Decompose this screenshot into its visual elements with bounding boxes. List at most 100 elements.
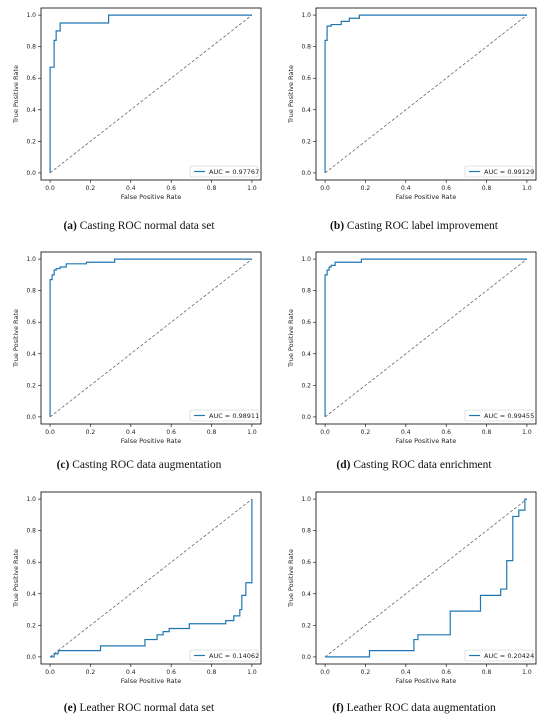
- x-tick-label: 0.0: [45, 429, 55, 436]
- y-tick-label: 0.2: [301, 382, 311, 389]
- x-tick-label: 0.4: [401, 429, 411, 436]
- y-axis-label: True Positive Rate: [12, 65, 20, 124]
- y-axis-label: True Positive Rate: [12, 309, 20, 368]
- y-tick-label: 0.0: [26, 654, 36, 661]
- y-tick-label: 0.6: [26, 559, 36, 566]
- roc-chart-d: 0.0 0.2 0.4 0.6 0.8 1.0 0.0 0.2 0.4 0.6 0.8 1.0 Fals…: [287, 251, 537, 445]
- x-tick-label: 0.6: [441, 185, 451, 192]
- chance-diagonal-line: [49, 14, 253, 174]
- axes-frame: [40, 491, 262, 665]
- x-tick-label: 0.8: [207, 185, 217, 192]
- x-tick-label: 0.4: [126, 669, 136, 676]
- y-axis-label: True Positive Rate: [287, 309, 295, 368]
- x-tick-label: 0.0: [320, 185, 330, 192]
- x-tick-label: 0.2: [86, 669, 96, 676]
- roc-curve: [49, 258, 252, 417]
- y-tick-label: 1.0: [301, 496, 311, 503]
- x-tick-label: 0.8: [207, 669, 217, 676]
- x-tick-label: 0.8: [482, 669, 492, 676]
- y-tick-label: 1.0: [26, 12, 36, 19]
- roc-chart-b: 0.0 0.2 0.4 0.6 0.8 1.0 0.0 0.2 0.4 0.6 0.8 1.0 Fals…: [287, 7, 537, 201]
- x-tick-label: 1.0: [247, 429, 257, 436]
- chance-diagonal-line: [49, 258, 253, 418]
- y-tick-label: 1.0: [26, 496, 36, 503]
- legend-label: AUC = 0.99129: [484, 168, 534, 176]
- legend-label: AUC = 0.20424: [484, 652, 534, 660]
- chance-diagonal-line: [324, 258, 528, 418]
- x-axis-label: False Positive Rate: [396, 437, 456, 445]
- axes-frame: [40, 251, 262, 425]
- chance-diagonal-line: [324, 498, 528, 658]
- legend-box: [464, 649, 534, 662]
- y-tick-label: 0.4: [301, 351, 311, 358]
- legend-label: AUC = 0.98911: [209, 412, 259, 420]
- chance-diagonal-line: [324, 14, 528, 174]
- panel-b: 0.0 0.2 0.4 0.6 0.8 1.0 0.0 0.2 0.4 0.6 0.8 1.0 Fals…: [280, 0, 550, 240]
- x-tick-label: 0.0: [320, 669, 330, 676]
- caption-a: (a) Casting ROC normal data set: [63, 220, 215, 232]
- roc-chart-e: 0.0 0.2 0.4 0.6 0.8 1.0 0.0 0.2 0.4 0.6 0.8 1.0 Fals…: [12, 491, 262, 685]
- y-tick-label: 0.8: [301, 288, 311, 295]
- y-tick-label: 0.2: [26, 138, 36, 145]
- x-tick-label: 0.4: [401, 185, 411, 192]
- roc-curve: [324, 14, 527, 173]
- x-tick-label: 0.4: [126, 429, 136, 436]
- x-tick-label: 0.6: [166, 429, 176, 436]
- x-tick-label: 0.0: [45, 185, 55, 192]
- y-tick-label: 0.4: [301, 591, 311, 598]
- y-tick-label: 0.6: [301, 559, 311, 566]
- axes-frame: [315, 251, 537, 425]
- y-tick-label: 1.0: [301, 256, 311, 263]
- y-tick-label: 0.4: [26, 351, 36, 358]
- x-tick-label: 0.0: [45, 669, 55, 676]
- legend-box: [464, 409, 534, 422]
- x-tick-label: 0.0: [320, 429, 330, 436]
- caption-b: (b) Casting ROC label improvement: [329, 220, 498, 232]
- y-axis-label: True Positive Rate: [287, 65, 295, 124]
- x-tick-label: 0.2: [361, 669, 371, 676]
- y-tick-label: 0.6: [26, 319, 36, 326]
- y-tick-label: 0.2: [301, 622, 311, 629]
- y-tick-label: 1.0: [26, 256, 36, 263]
- y-tick-label: 0.2: [301, 138, 311, 145]
- axes-frame: [315, 491, 537, 665]
- x-tick-label: 0.6: [441, 429, 451, 436]
- y-axis-label: True Positive Rate: [12, 549, 20, 608]
- y-tick-label: 0.0: [26, 170, 36, 177]
- y-tick-label: 0.0: [301, 414, 311, 421]
- y-tick-label: 0.0: [301, 654, 311, 661]
- x-tick-label: 0.2: [361, 185, 371, 192]
- panel-f: 0.0 0.2 0.4 0.6 0.8 1.0 0.0 0.2 0.4 0.6 0.8 1.0 Fals…: [280, 484, 550, 721]
- y-tick-label: 0.6: [301, 319, 311, 326]
- y-tick-label: 0.4: [26, 591, 36, 598]
- y-tick-label: 0.4: [26, 107, 36, 114]
- roc-chart-c: 0.0 0.2 0.4 0.6 0.8 1.0 0.0 0.2 0.4 0.6 0.8 1.0 Fals…: [12, 251, 262, 445]
- caption-f: (f) Leather ROC data augmentation: [332, 702, 496, 714]
- caption-c: (c) Casting ROC data augmentation: [56, 459, 222, 471]
- legend-box: [464, 165, 534, 178]
- y-axis-label: True Positive Rate: [287, 549, 295, 608]
- y-tick-label: 0.6: [301, 75, 311, 82]
- legend-box: [189, 165, 259, 178]
- legend-box: [189, 649, 259, 662]
- caption-d: (d) Casting ROC data enrichment: [336, 459, 492, 471]
- x-tick-label: 0.2: [86, 185, 96, 192]
- x-axis-label: False Positive Rate: [121, 193, 181, 201]
- x-axis-label: False Positive Rate: [121, 677, 181, 685]
- x-tick-label: 0.2: [86, 429, 96, 436]
- x-tick-label: 0.4: [126, 185, 136, 192]
- x-tick-label: 0.4: [401, 669, 411, 676]
- roc-curve: [325, 498, 527, 658]
- x-tick-label: 0.8: [482, 429, 492, 436]
- y-tick-label: 0.8: [26, 288, 36, 295]
- x-tick-label: 1.0: [522, 185, 532, 192]
- x-tick-label: 0.6: [166, 669, 176, 676]
- x-tick-label: 0.2: [361, 429, 371, 436]
- y-tick-label: 0.0: [26, 414, 36, 421]
- roc-curve: [50, 499, 253, 658]
- panel-e: 0.0 0.2 0.4 0.6 0.8 1.0 0.0 0.2 0.4 0.6 0.8 1.0 Fals…: [5, 484, 275, 721]
- y-tick-label: 0.2: [26, 382, 36, 389]
- y-tick-label: 0.8: [26, 44, 36, 51]
- y-tick-label: 0.6: [26, 75, 36, 82]
- chance-diagonal-line: [49, 498, 253, 658]
